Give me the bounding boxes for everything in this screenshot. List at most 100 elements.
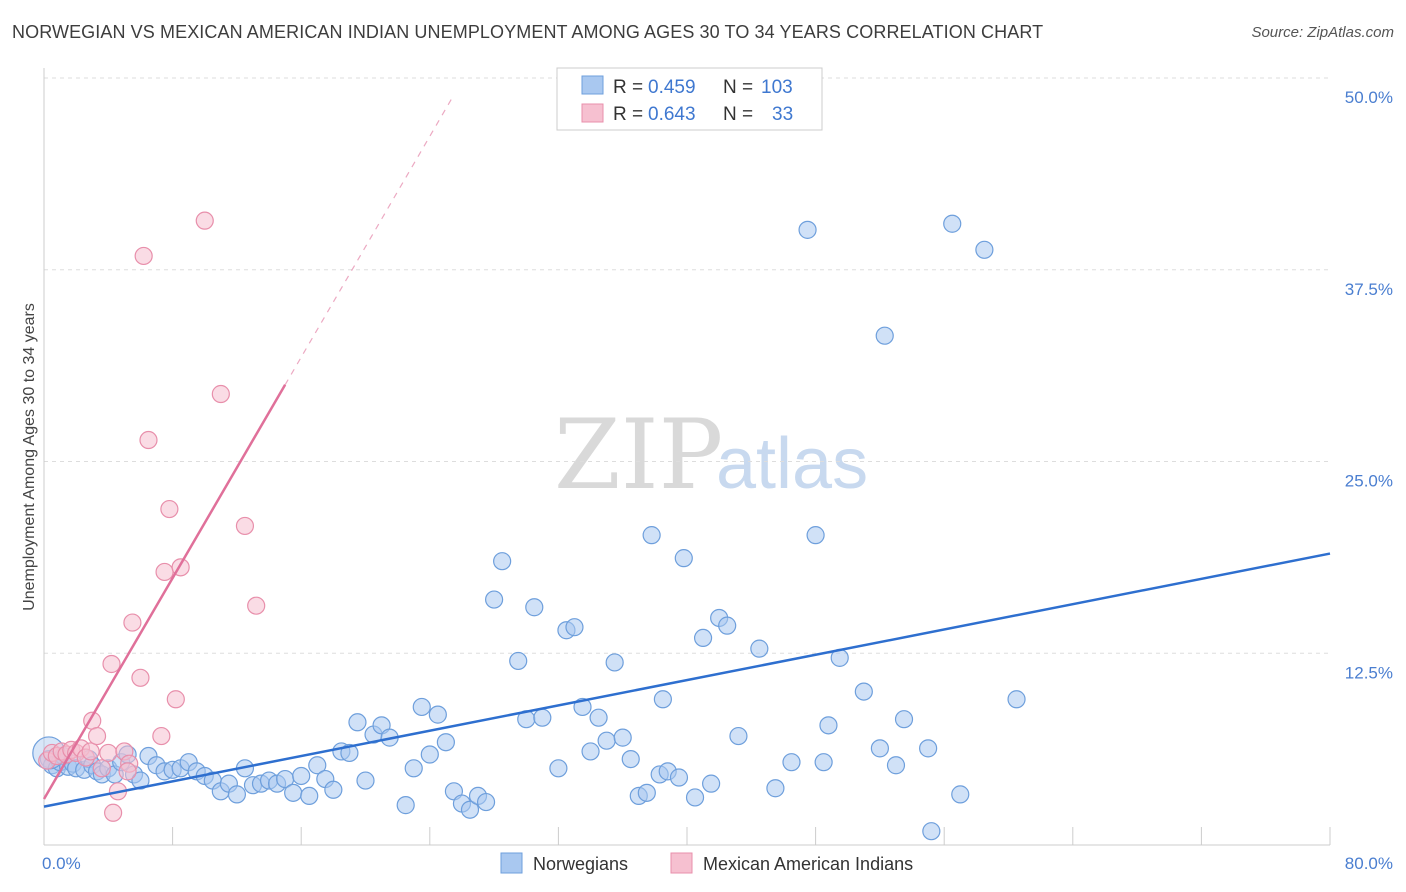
mexican-point-30	[211, 384, 230, 404]
norwegian-point-54	[428, 705, 447, 724]
norwegian-point-38	[292, 766, 311, 786]
norwegian-point-72	[589, 708, 608, 727]
norwegian-point-75	[613, 728, 632, 747]
y-axis-label: Unemployment Among Ages 30 to 34 years	[21, 303, 38, 611]
y-tick-label-2: 37.5%	[1345, 280, 1393, 299]
legend-r-label-2: R =	[613, 104, 643, 125]
norwegian-point-108	[975, 240, 994, 259]
mexican-point-20	[123, 613, 142, 632]
norwegian-point-55	[436, 733, 455, 752]
norwegians-trend-line	[43, 552, 1331, 808]
norwegian-point-50	[396, 796, 415, 815]
norwegian-point-99	[854, 682, 873, 701]
norwegian-point-62	[493, 552, 512, 571]
norwegian-point-74	[605, 653, 624, 672]
top-legend: R = 0.459 N = 103 R = 0.643 N = 33	[556, 67, 823, 131]
norwegian-point-58	[460, 800, 480, 819]
norwegian-point-100	[870, 739, 890, 758]
norwegian-point-106	[943, 214, 962, 233]
norwegian-point-71	[581, 742, 600, 761]
norwegian-point-91	[750, 639, 769, 658]
legend-n-label-1: N =	[723, 77, 753, 98]
norwegian-point-94	[798, 220, 817, 239]
mexican-point-24	[152, 726, 171, 746]
trend-lines	[42, 97, 1331, 808]
norwegian-point-97	[819, 716, 838, 735]
norwegian-point-63	[509, 651, 528, 671]
norwegian-point-103	[894, 710, 914, 729]
norwegian-point-102	[886, 756, 906, 775]
norwegian-point-89	[718, 616, 737, 635]
legend-r-label-1: R =	[613, 77, 643, 98]
norwegian-point-90	[729, 726, 748, 746]
mexican-trend-line	[42, 384, 287, 800]
norwegian-point-46	[356, 771, 375, 790]
axes	[43, 68, 1331, 846]
mexican-american-indians-points	[38, 211, 266, 822]
norwegian-point-76	[621, 749, 640, 769]
legend-r-value-2: 0.643	[648, 104, 696, 125]
norwegian-point-107	[951, 785, 970, 804]
mexican-point-26	[160, 499, 179, 519]
norwegian-point-96	[814, 753, 833, 772]
mexican-point-12	[92, 759, 111, 778]
norwegian-point-67	[549, 759, 568, 778]
norwegian-point-51	[404, 759, 423, 778]
bottom-legend-norwegians: Norwegians	[533, 854, 628, 874]
norwegian-point-83	[669, 768, 689, 787]
norwegian-point-109	[1007, 690, 1026, 709]
norwegian-point-95	[806, 526, 825, 545]
norwegian-point-79	[642, 526, 661, 545]
mexican-trend-line-extension	[284, 97, 453, 386]
mexican-point-28	[166, 690, 185, 709]
y-tick-label-1: 25.0%	[1345, 472, 1393, 491]
mexican-point-23	[139, 430, 158, 450]
mexican-point-18	[102, 654, 121, 674]
norwegian-point-86	[693, 628, 713, 648]
legend-r-value-1: 0.459	[648, 77, 696, 98]
chart-title: NORWEGIAN VS MEXICAN AMERICAN INDIAN UNE…	[12, 22, 1044, 42]
grid-lines	[44, 77, 1330, 654]
bottom-legend-swatch-mexican	[670, 852, 693, 874]
legend-n-value-1: 103	[761, 77, 793, 98]
norwegian-point-52	[412, 697, 431, 717]
mexican-point-29	[195, 211, 214, 230]
mexican-point-14	[104, 803, 123, 822]
y-tick-label-0: 12.5%	[1345, 663, 1393, 682]
y-tick-label-3: 50.0%	[1345, 88, 1393, 107]
mexican-point-13	[99, 743, 118, 763]
legend-n-value-2: 33	[772, 104, 793, 125]
mexican-point-21	[131, 668, 150, 687]
norwegian-point-82	[653, 690, 672, 709]
watermark-zip: ZIP	[554, 399, 723, 511]
mexican-point-32	[247, 596, 266, 615]
legend-n-label-2: N =	[723, 104, 753, 125]
norwegian-point-53	[420, 745, 439, 764]
norwegian-point-42	[324, 780, 343, 799]
bottom-legend-mexican: Mexican American Indians	[703, 854, 913, 874]
mexican-point-25	[155, 562, 174, 582]
norwegian-point-93	[782, 753, 801, 772]
norwegian-point-105	[922, 822, 941, 841]
norwegian-point-92	[766, 779, 785, 798]
norwegian-point-101	[875, 326, 894, 345]
legend-swatch-norwegians	[581, 75, 604, 95]
norwegian-point-78	[637, 783, 656, 802]
norwegian-point-30	[227, 785, 246, 804]
mexican-point-11	[87, 726, 107, 746]
norwegian-point-18	[131, 771, 150, 790]
x-tick-label-1: 80.0%	[1345, 854, 1393, 873]
source-label: Source: ZipAtlas.com	[1251, 24, 1394, 41]
norwegian-point-45	[348, 713, 367, 732]
watermark-atlas: atlas	[716, 424, 868, 504]
norwegian-point-84	[674, 549, 693, 568]
bottom-legend-swatch-norwegians	[500, 852, 523, 874]
norwegian-point-85	[685, 788, 705, 807]
norwegian-point-40	[308, 756, 327, 775]
norwegian-point-60	[476, 792, 496, 812]
norwegian-point-61	[485, 590, 504, 609]
norwegians-points	[32, 214, 1026, 841]
norwegian-point-87	[702, 774, 721, 793]
norwegian-point-69	[565, 618, 584, 637]
